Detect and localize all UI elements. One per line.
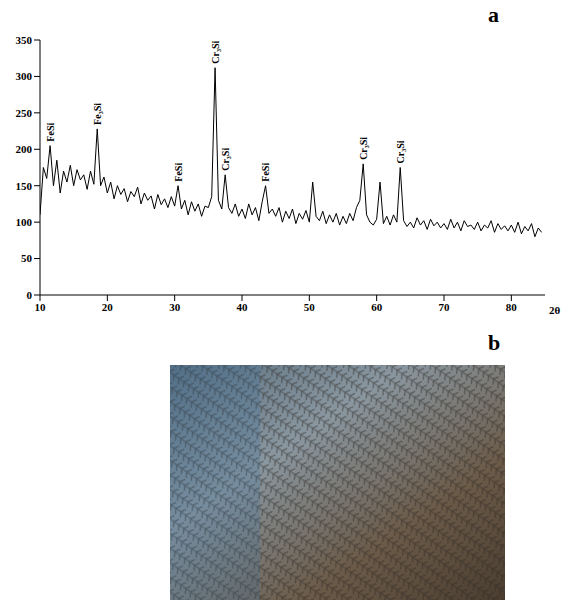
svg-text:50: 50 — [21, 252, 33, 264]
svg-text:250: 250 — [16, 107, 33, 119]
html-text:b: b — [488, 330, 501, 355]
svg-text:FeSi: FeSi — [45, 123, 56, 142]
svg-text:70: 70 — [439, 301, 451, 313]
svg-text:Cr₃Si: Cr₃Si — [220, 148, 231, 171]
svg-text:0: 0 — [27, 289, 33, 301]
svg-text:350: 350 — [16, 34, 33, 46]
svg-text:Fe₃Si: Fe₃Si — [92, 103, 103, 125]
svg-text:FeSi: FeSi — [173, 163, 184, 182]
html-text:a: a — [488, 2, 499, 27]
svg-text:50: 50 — [304, 301, 316, 313]
svg-text:Cr₃Si: Cr₃Si — [358, 137, 369, 160]
svg-text:200: 200 — [16, 143, 33, 155]
svg-text:60: 60 — [371, 301, 383, 313]
svg-text:Cr₃Si: Cr₃Si — [210, 40, 221, 63]
svg-text:2θ: 2θ — [549, 304, 561, 316]
svg-text:10: 10 — [35, 301, 47, 313]
svg-text:40: 40 — [237, 301, 249, 313]
svg-text:20: 20 — [102, 301, 114, 313]
svg-text:100: 100 — [16, 216, 33, 228]
svg-text:80: 80 — [506, 301, 518, 313]
svg-text:Cr₃Si: Cr₃Si — [395, 140, 406, 163]
svg-text:150: 150 — [16, 180, 33, 192]
svg-text:30: 30 — [169, 301, 181, 313]
svg-text:300: 300 — [16, 70, 33, 82]
svg-text:FeSi: FeSi — [260, 163, 271, 182]
